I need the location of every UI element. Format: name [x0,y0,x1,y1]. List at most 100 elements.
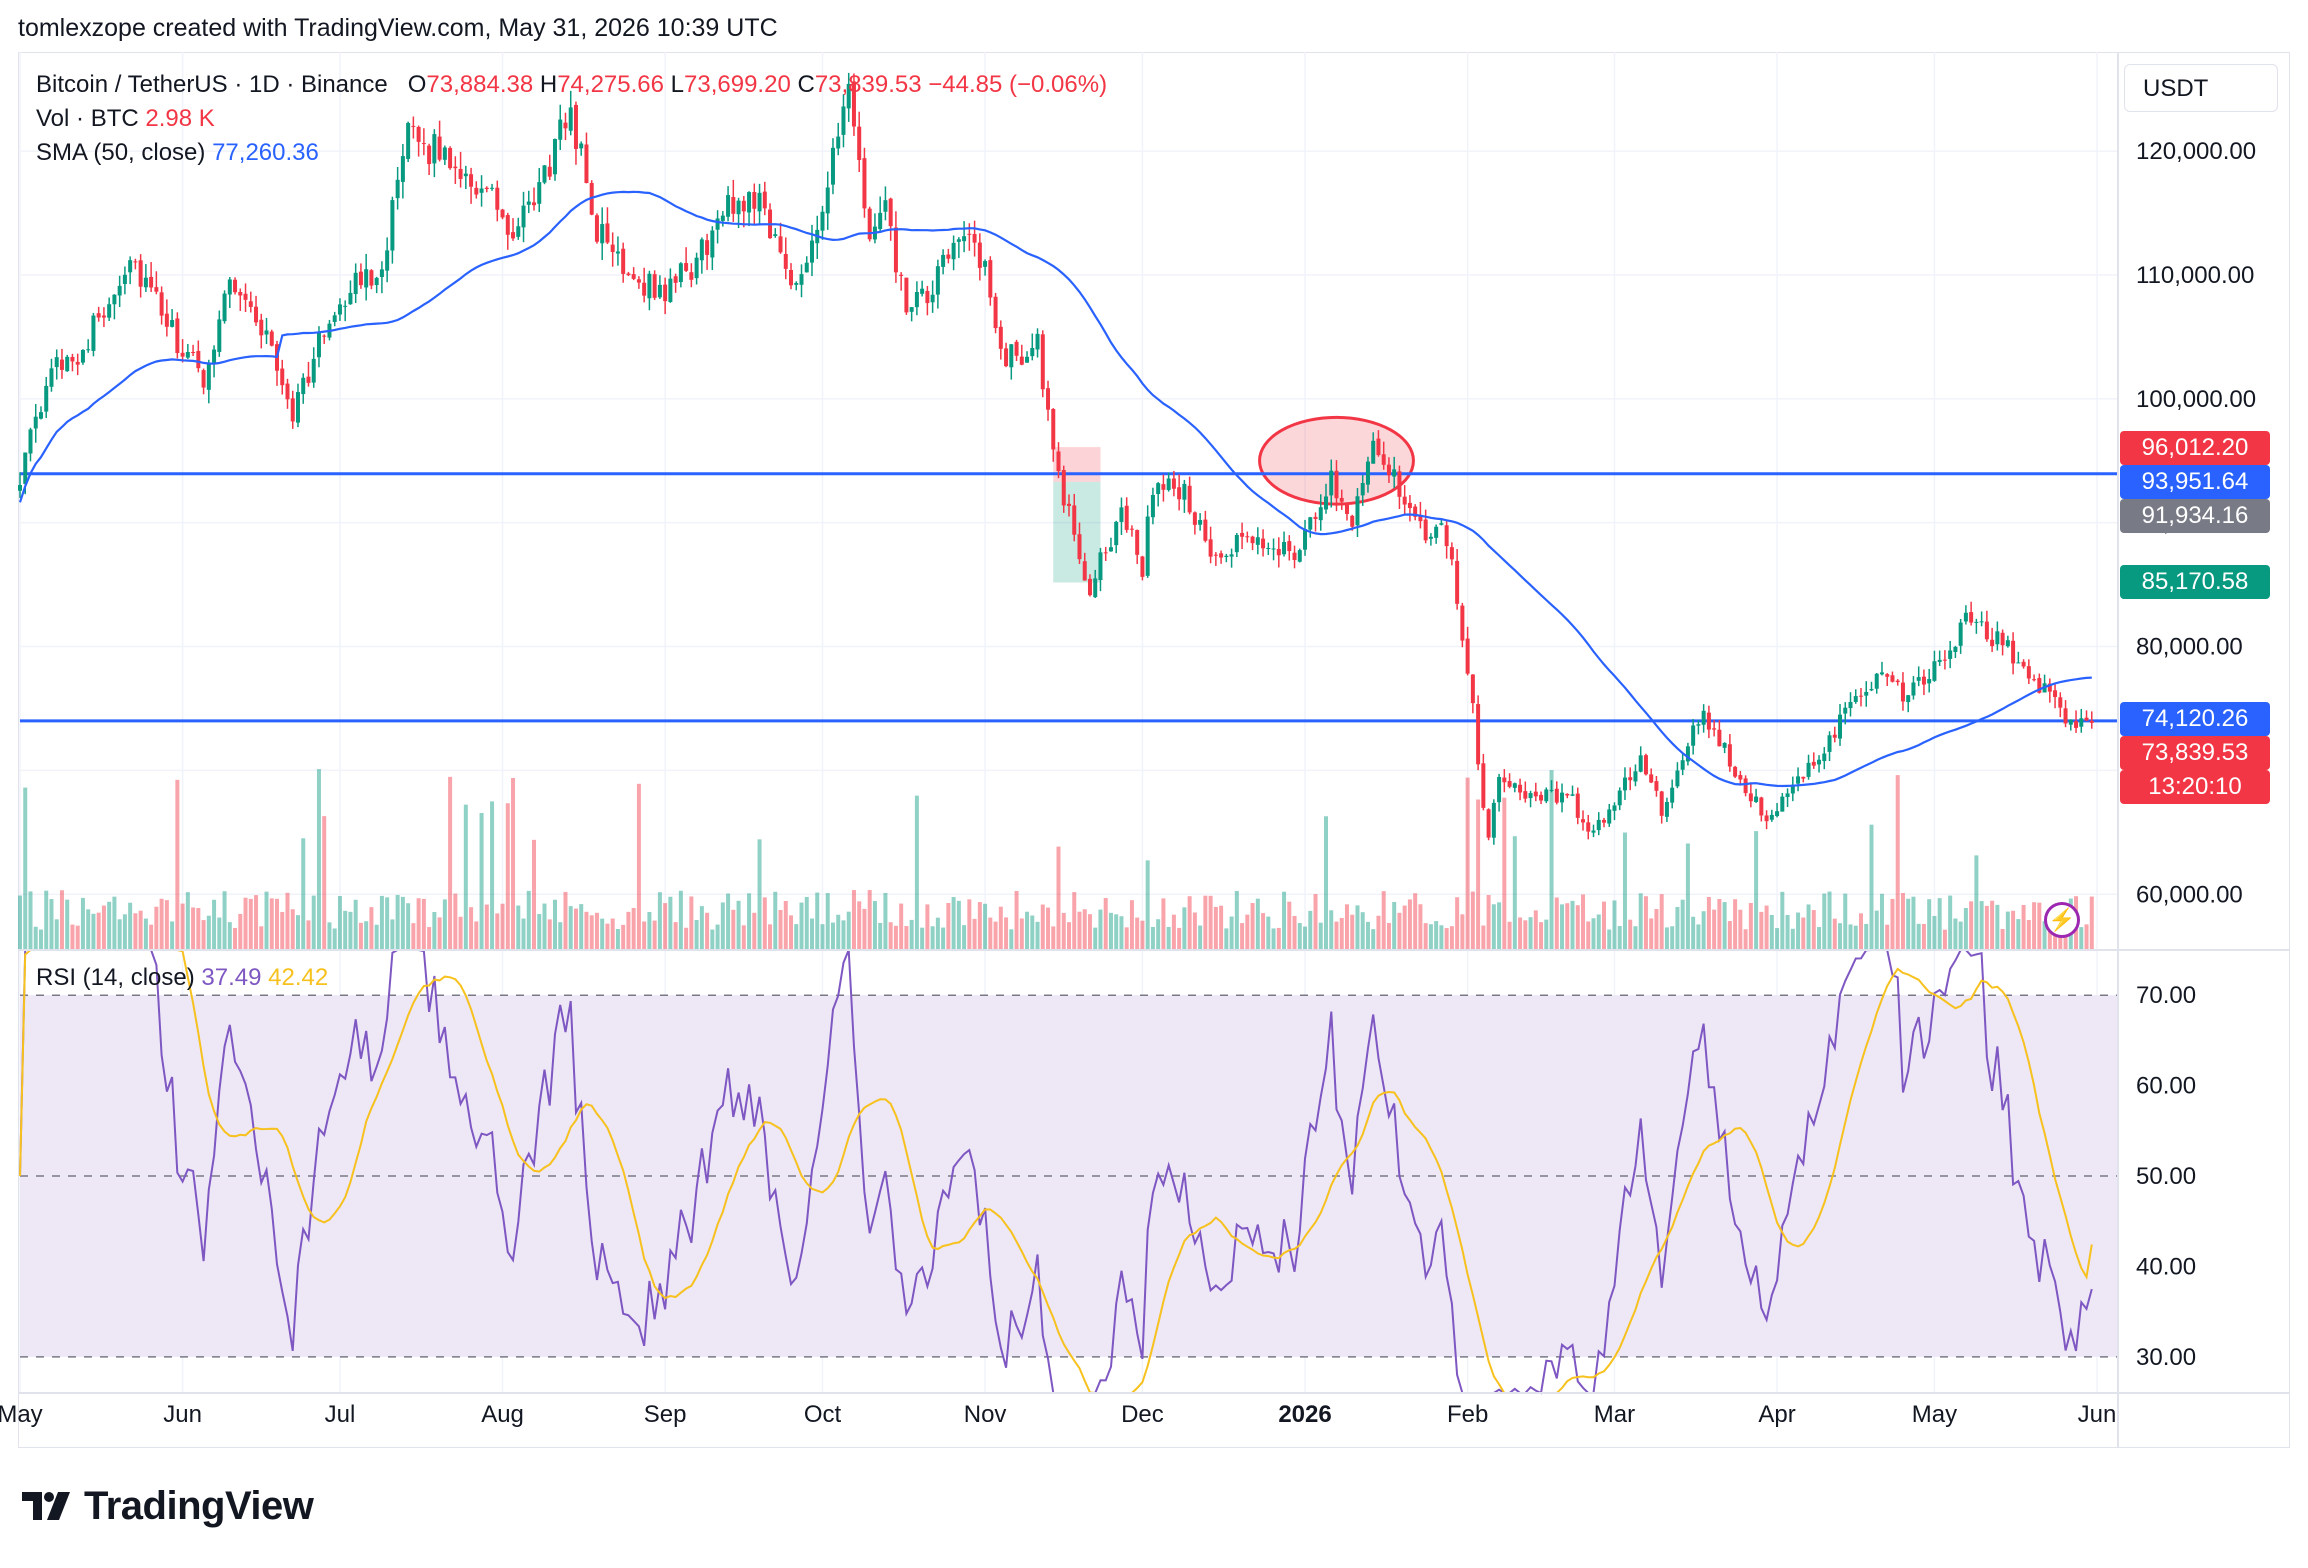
candle-body [322,335,327,337]
volume-bar [369,907,374,950]
candle-body [967,233,972,235]
rsi-tick-label: 60.00 [2136,1073,2196,1100]
volume-bar [1465,777,1470,950]
candle-body [741,200,746,212]
candle-body [1649,774,1654,783]
volume-bar [1649,918,1654,950]
volume-bar [1712,909,1717,950]
candle-body [2016,662,2021,664]
candle-body [18,485,22,491]
volume-bar [1811,910,1816,950]
candle-body [904,277,909,313]
candle-body [332,315,337,322]
volume-bar [1413,893,1418,950]
rsi-ma-line [19,949,2093,1394]
volume-bar [1995,904,2000,950]
candle-body [1077,534,1082,560]
volume-bar [1392,901,1397,950]
candle-body [1428,536,1433,539]
candle-body [1292,552,1297,561]
candle-body [1691,725,1696,746]
volume-bar [316,769,321,950]
volume-label[interactable]: Vol · BTC [36,105,139,132]
volume-bar [1895,775,1900,950]
volume-bar [164,900,169,950]
candle-body [941,254,946,267]
volume-bar [757,839,762,950]
candle-body [636,279,641,283]
candle-body [988,260,993,298]
volume-bar [1025,911,1030,950]
volume-bar [930,926,935,950]
candle-body [49,368,54,387]
candle-body [1103,552,1108,554]
volume-bar [1240,923,1245,950]
symbol-name[interactable]: Bitcoin / TetherUS · 1D · Binance [36,71,388,98]
candle-body [458,168,463,179]
candle-body [1512,783,1517,788]
volume-bar [206,915,211,950]
price-tag: 85,170.58 [2120,565,2270,600]
currency-unit-button[interactable]: USDT [2124,64,2278,112]
volume-bar [1135,917,1140,950]
candle-body [1150,494,1155,518]
sma-label[interactable]: SMA (50, close) [36,139,206,166]
candle-body [2084,717,2089,721]
candle-body [1990,639,1995,647]
candle-body [542,165,547,183]
volume-bar [1523,920,1528,950]
volume-bar [1087,914,1092,950]
candle-body [825,187,830,214]
volume-bar [1423,923,1428,950]
candle-body [925,290,930,304]
volume-bar [720,902,725,950]
volume-bar [1696,924,1701,950]
volume-bar [385,897,390,950]
candle-body [463,173,468,177]
candle-body [316,333,321,358]
candle-body [117,285,122,296]
candle-body [558,119,563,140]
tradingview-logo-icon [22,1491,70,1520]
candle-body [1554,788,1559,803]
candle-body [2058,697,2063,708]
candle-body [1811,761,1816,766]
candle-body [1712,728,1717,730]
rsi-label[interactable]: RSI (14, close) [36,964,195,991]
candle-body [1659,791,1664,816]
time-tick-label: Aug [481,1401,524,1428]
price-tag: 13:20:10 [2120,770,2270,805]
candle-body [2026,666,2031,679]
volume-bar [1518,917,1523,950]
volume-bar [280,911,285,950]
candle-body [484,187,489,190]
candle-body [573,104,578,149]
flash-icon[interactable]: ⚡ [2044,902,2080,938]
volume-bar [862,908,867,950]
candle-body [1628,777,1633,781]
candle-body [1612,805,1617,811]
volume-bar [44,890,49,950]
candle-body [752,192,757,209]
candle-body [212,349,217,364]
candle-body [579,143,584,149]
candle-body [1219,553,1224,558]
candle-body [1418,514,1423,522]
time-tick-label: 2026 [1278,1401,1331,1428]
volume-bar [1360,912,1365,950]
candle-body [1853,696,1858,702]
volume-bar [1497,902,1502,950]
volume-bar [1528,917,1533,950]
volume-bar [899,903,904,950]
volume-bar [920,927,925,950]
volume-bar [227,922,232,950]
candle-body [1748,793,1753,802]
candle-body [23,452,28,484]
volume-bar [1733,899,1738,950]
volume-bar [1072,892,1077,950]
volume-bar [967,899,972,950]
candle-body [1696,724,1701,726]
candle-body [652,274,657,298]
candle-body [1979,621,1984,623]
